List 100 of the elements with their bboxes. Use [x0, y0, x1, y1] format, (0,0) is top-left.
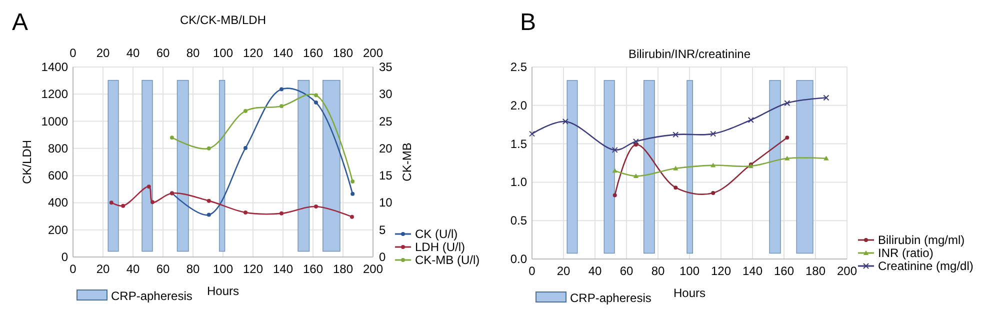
point [612, 146, 618, 153]
text: B [520, 9, 536, 36]
point [314, 100, 318, 105]
y-tick-label: 800 [48, 141, 68, 156]
point [280, 104, 284, 108]
x-tick-label: 80 [186, 262, 200, 276]
point [711, 190, 716, 195]
point [350, 180, 355, 184]
point [150, 200, 154, 204]
x-tick-label: 20 [556, 264, 570, 278]
point [612, 168, 618, 173]
x-tick-label: 100 [212, 262, 234, 276]
x-tick-label: 180 [332, 262, 354, 276]
point [280, 87, 284, 92]
x2-tick-label: 200 [362, 46, 384, 60]
y-tick-label: 1.0 [510, 175, 528, 190]
legend-label: Creatinine (mg/dl) [878, 259, 974, 273]
x-tick-label: 100 [679, 264, 700, 278]
point [784, 156, 790, 160]
point [314, 204, 318, 209]
y-tick-label: 0 [61, 250, 68, 264]
y2-tick-label: 30 [379, 87, 393, 102]
point [634, 142, 638, 147]
point [785, 136, 790, 140]
point [350, 214, 354, 219]
point [612, 193, 617, 198]
point [121, 204, 126, 208]
point [206, 198, 211, 203]
legend-label: INR (ratio) [878, 246, 934, 260]
point [314, 93, 318, 98]
x2-tick-label: 80 [186, 46, 200, 60]
point [673, 166, 678, 170]
x-tick-label: 40 [126, 262, 140, 276]
point [170, 136, 174, 140]
legend-label: CRP-apheresis [570, 291, 652, 305]
chart-title: Bilirubin/INR/creatinine [628, 47, 751, 61]
x-tick-label: 40 [588, 264, 602, 278]
y2-tick-label: 15 [379, 168, 393, 183]
point [109, 200, 114, 205]
x2-tick-label: 60 [156, 46, 170, 60]
x-tick-label: 180 [805, 264, 826, 278]
y-tick-label: 400 [48, 196, 68, 210]
y-tick-label: 200 [48, 222, 68, 237]
y2-tick-label: 0 [379, 250, 386, 264]
point [244, 108, 248, 113]
point [674, 186, 678, 190]
text: A [12, 9, 28, 36]
chart-title: CK/CK-MB/LDH [180, 13, 266, 27]
point [146, 184, 151, 189]
x2-tick-label: 160 [302, 46, 324, 60]
point [824, 156, 829, 160]
y-tick-label: 2.0 [510, 98, 528, 112]
point [244, 146, 248, 150]
x-tick-label: 200 [362, 262, 384, 276]
x-tick-label: 160 [774, 264, 794, 278]
y-tick-label: 600 [48, 168, 68, 183]
y2-tick-label: 20 [379, 141, 393, 156]
y-tick-label: 1200 [41, 87, 68, 102]
point [350, 192, 355, 196]
point [280, 211, 284, 216]
x-axis-title: Hours [206, 284, 240, 298]
legend-label: CK (U/l) [415, 227, 458, 241]
x2-tick-label: 0 [70, 46, 77, 60]
legend-label: CRP-apheresis [111, 289, 192, 303]
x-tick-label: 120 [242, 262, 264, 276]
point [823, 94, 830, 101]
point [206, 146, 211, 150]
x-tick-label: 140 [272, 262, 294, 276]
x-tick-label: 140 [742, 264, 763, 278]
y2-tick-label: 10 [379, 196, 393, 210]
point [632, 138, 639, 144]
legend-label: LDH (U/l) [415, 240, 465, 254]
y-tick-label: 0.0 [510, 252, 528, 266]
point [244, 210, 248, 214]
x-tick-label: 60 [620, 264, 634, 278]
x-tick-label: 60 [156, 262, 170, 276]
point [633, 173, 639, 178]
y-tick-label: 1000 [41, 114, 68, 128]
x-tick-label: 0 [528, 264, 536, 278]
y-tick-label: 1400 [41, 60, 68, 74]
legend-label: Bilirubin (mg/ml) [878, 233, 965, 247]
y2-tick-label: 5 [379, 222, 386, 237]
x-tick-label: 80 [651, 264, 665, 278]
x-tick-label: 160 [302, 262, 324, 276]
x-tick-label: 20 [96, 262, 110, 276]
point [529, 130, 535, 137]
x-tick-label: 200 [836, 264, 858, 278]
x2-tick-label: 140 [272, 46, 294, 60]
legend-label: CK-MB (U/l) [415, 253, 480, 267]
point [748, 116, 754, 123]
point [562, 118, 568, 125]
y2-tick-label: 35 [379, 60, 393, 74]
y2-axis-title: CK-MB [400, 142, 414, 182]
point [710, 162, 716, 168]
point [206, 212, 211, 217]
point [710, 130, 716, 137]
x-tick-label: 0 [70, 262, 77, 276]
y-axis-title: CK/LDH [20, 140, 34, 184]
x-tick-label: 120 [710, 264, 732, 278]
x2-tick-label: 20 [96, 46, 110, 60]
